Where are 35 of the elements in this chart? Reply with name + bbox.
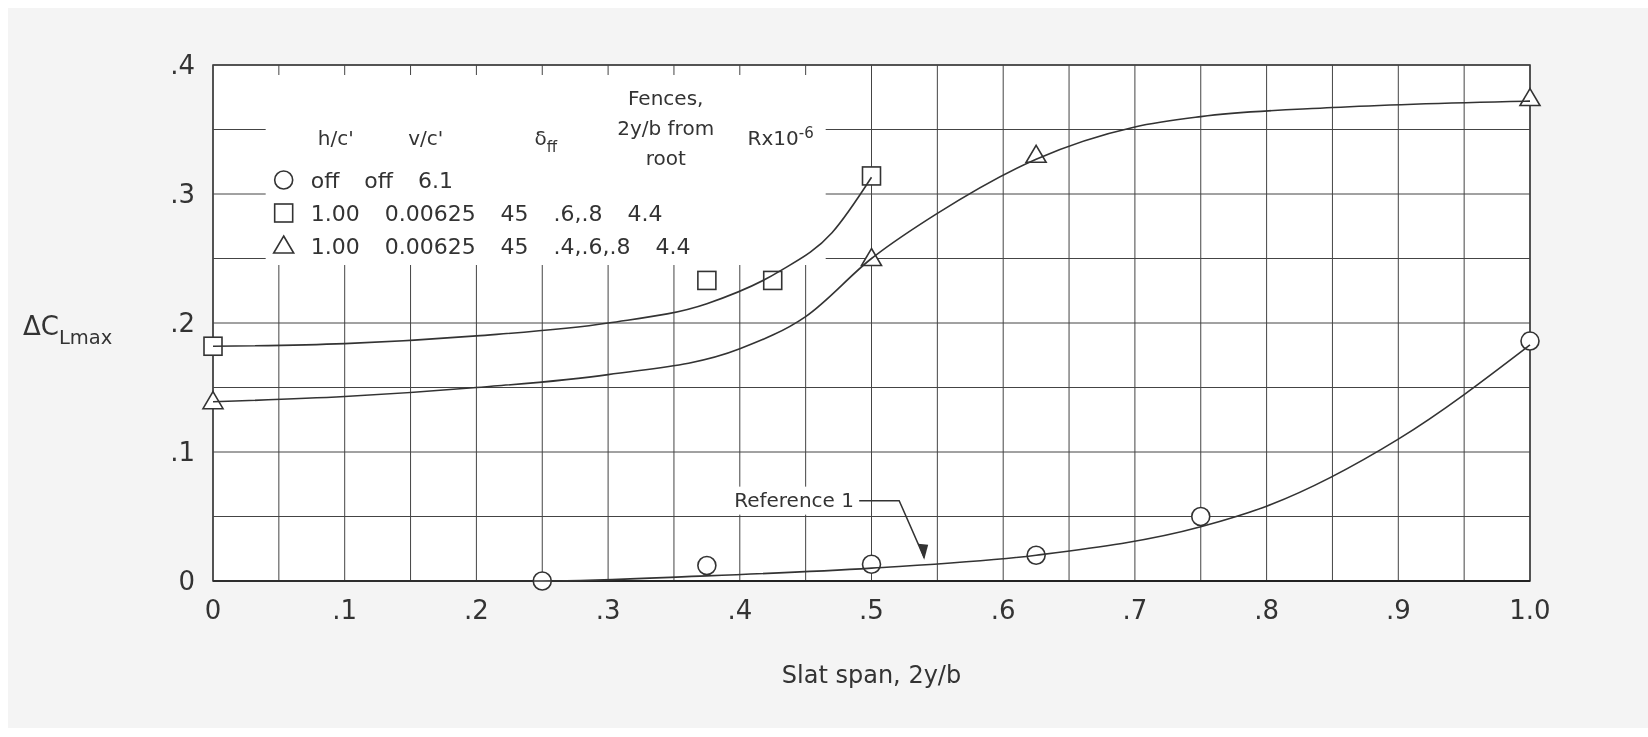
- annotation: δ$_{ff}$: [534, 126, 558, 156]
- x-axis-title: Slat span, 2y/b: [781, 661, 962, 689]
- annotation: Fences, 2y/b from root: [617, 86, 715, 170]
- annotation: h/c': [317, 126, 354, 150]
- x-tick-label: .1: [332, 595, 358, 625]
- point: [697, 270, 717, 291]
- legend-label: 1.00 0.00625 45 .4,.6,.8 4.4: [310, 234, 691, 259]
- annotation: v/c': [408, 126, 444, 150]
- y-tick-label: 0: [178, 566, 195, 596]
- point: [202, 390, 224, 410]
- x-tick-label: .3: [595, 595, 621, 625]
- x-tick-label: 0: [204, 595, 222, 625]
- point: [203, 336, 223, 357]
- point: [1519, 87, 1541, 107]
- legend-label: 1.00 0.00625 45 .6,.8 4.4: [310, 201, 663, 226]
- annotation: Reference 1: [734, 487, 854, 512]
- annotation: Rx10$^{-6}$: [747, 124, 814, 150]
- x-tick-label: .4: [727, 595, 753, 625]
- point: [1520, 331, 1540, 351]
- x-tick-label: 1.0: [1509, 595, 1551, 625]
- y-axis-title: ΔC$_{Lmax}$: [23, 311, 113, 350]
- point: [762, 270, 783, 291]
- x-tick-label: .2: [463, 595, 489, 625]
- y-tick-label: .3: [170, 179, 195, 209]
- x-tick-label: .6: [990, 595, 1016, 625]
- x-tick-label: .9: [1385, 595, 1411, 625]
- y-tick-label: .1: [170, 437, 195, 467]
- x-tick-label: .5: [859, 595, 884, 625]
- y-tick-label: .4: [170, 50, 195, 80]
- x-tick-label: .7: [1122, 595, 1148, 625]
- point: [861, 166, 882, 186]
- x-tick-label: .8: [1254, 595, 1280, 625]
- point: [1190, 506, 1211, 527]
- legend-label: off off 6.1: [310, 168, 453, 193]
- y-tick-label: .2: [170, 308, 195, 338]
